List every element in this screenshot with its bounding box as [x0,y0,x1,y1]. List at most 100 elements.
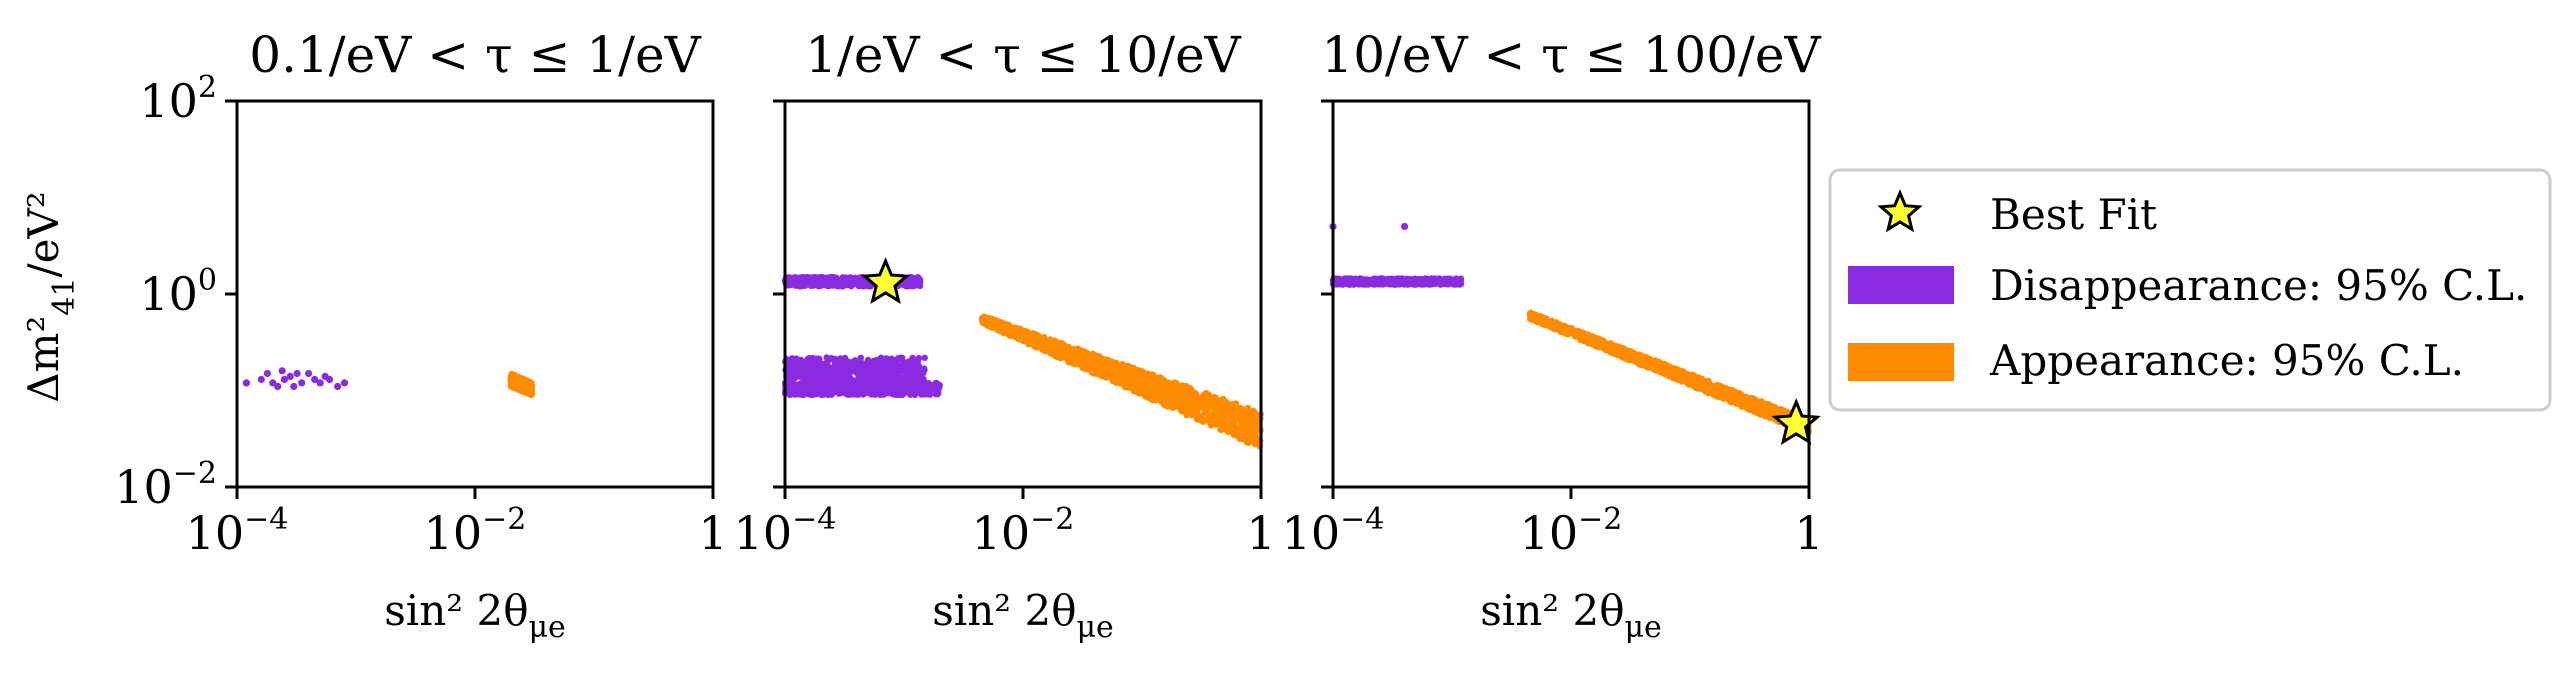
appearance-point [985,315,992,322]
plot-frame [235,99,715,489]
disappearance-point [834,385,841,392]
disappearance-point [242,379,250,387]
disappearance-point [837,365,844,372]
disappearance-point [822,368,829,376]
appearance-point [1239,435,1247,442]
y-axis-label: Δm²41/eV² [19,191,82,402]
disappearance-point [274,382,282,391]
disappearance-point [798,281,805,289]
appearance-point [1024,331,1031,339]
disappearance-point [900,367,908,374]
appearance-point [1105,357,1112,364]
disappearance-point [891,390,898,397]
appearance-point [1205,396,1212,404]
disappearance-point [817,282,824,290]
disappearance-point [321,372,329,380]
disappearance-point [920,368,927,375]
disappearance-point [892,365,899,372]
disappearance-point [290,382,298,391]
disappearance-point [896,355,903,362]
appearance-point [1079,347,1086,355]
appearance-point [1253,438,1260,445]
appearance-point [1094,352,1101,360]
appearance-point [1191,408,1198,415]
x-tick-label: 1 [1246,506,1275,560]
disappearance-point [848,368,855,375]
x-tick-label: 10−4 [186,502,289,560]
disappearance-point [857,354,864,361]
appearance-point [1205,415,1212,422]
appearance-point [1148,392,1156,399]
disappearance-point [915,277,923,284]
disappearance-point [257,375,265,384]
appearance-point [1238,425,1246,432]
disappearance-point [278,367,286,375]
disappearance-point [816,355,823,363]
disappearance-point [923,390,931,397]
appearance-point [1244,424,1251,431]
appearance-point [1208,422,1215,429]
panel-title: 10/eV < τ ≤ 100/eV [1321,26,1821,84]
x-tick-label: 10−2 [972,502,1075,560]
appearance-point [1252,417,1260,424]
panel-3: 10/eV < τ ≤ 100/eV 10−4 10−2 1 sin² 2θμe [1282,26,1824,645]
disappearance-point [910,382,917,389]
appearance-point [1053,352,1060,359]
disappearance-point [828,364,835,372]
disappearance-point [785,369,793,377]
appearance-point [1199,393,1207,400]
panel-title: 1/eV < τ ≤ 10/eV [805,26,1241,84]
appearance-point [1041,338,1049,346]
appearance-point [1216,405,1223,413]
disappearance-point [855,371,862,378]
disappearance-point [828,391,835,398]
appearance-point [1161,400,1169,407]
appearance-point [516,385,524,392]
appearance-point [1195,400,1202,407]
disappearance-point [910,364,917,372]
disappearance-point [933,388,940,395]
appearance-point [1051,341,1058,348]
appearance-point [1218,419,1226,426]
appearance-point [1177,405,1185,413]
disappearance-point [848,274,856,282]
disappearance-point [792,276,800,283]
disappearance-point [824,274,831,281]
appearance-point [524,388,531,395]
appearance-point [1237,413,1245,420]
appearance-point [1245,431,1253,439]
appearance-point [1016,325,1023,333]
appearance-point [1149,373,1156,381]
appearance-point [1002,329,1010,337]
appearance-point [1115,366,1122,373]
disappearance-point [805,355,813,362]
appearance-point [1196,414,1203,421]
points-layer [1329,222,1821,445]
appearance-point [1033,343,1040,350]
disappearance-point [809,391,817,398]
disappearance-point [293,369,301,378]
disappearance-point [846,281,853,289]
disappearance-point [820,387,827,394]
disappearance-point [800,360,808,368]
y-tick-label: 102 [139,70,217,128]
disappearance-point [298,379,306,387]
disappearance-point [841,385,848,392]
appearance-point [1025,338,1033,345]
disappearance-point [867,383,874,390]
disappearance-point [804,387,811,395]
appearance-point [1112,379,1120,386]
disappearance-point [263,369,271,378]
disappearance-point [803,380,810,388]
x-tick-label: 10−2 [424,502,527,560]
disappearance-point [921,354,928,361]
disappearance-point [897,383,904,390]
disappearance-point [815,373,822,380]
appearance-point [1171,403,1178,410]
x-tick-label: 10−4 [734,502,837,560]
appearance-point [1185,396,1192,403]
appearance-point [1123,379,1131,386]
y-tick-label: 100 [139,263,217,321]
